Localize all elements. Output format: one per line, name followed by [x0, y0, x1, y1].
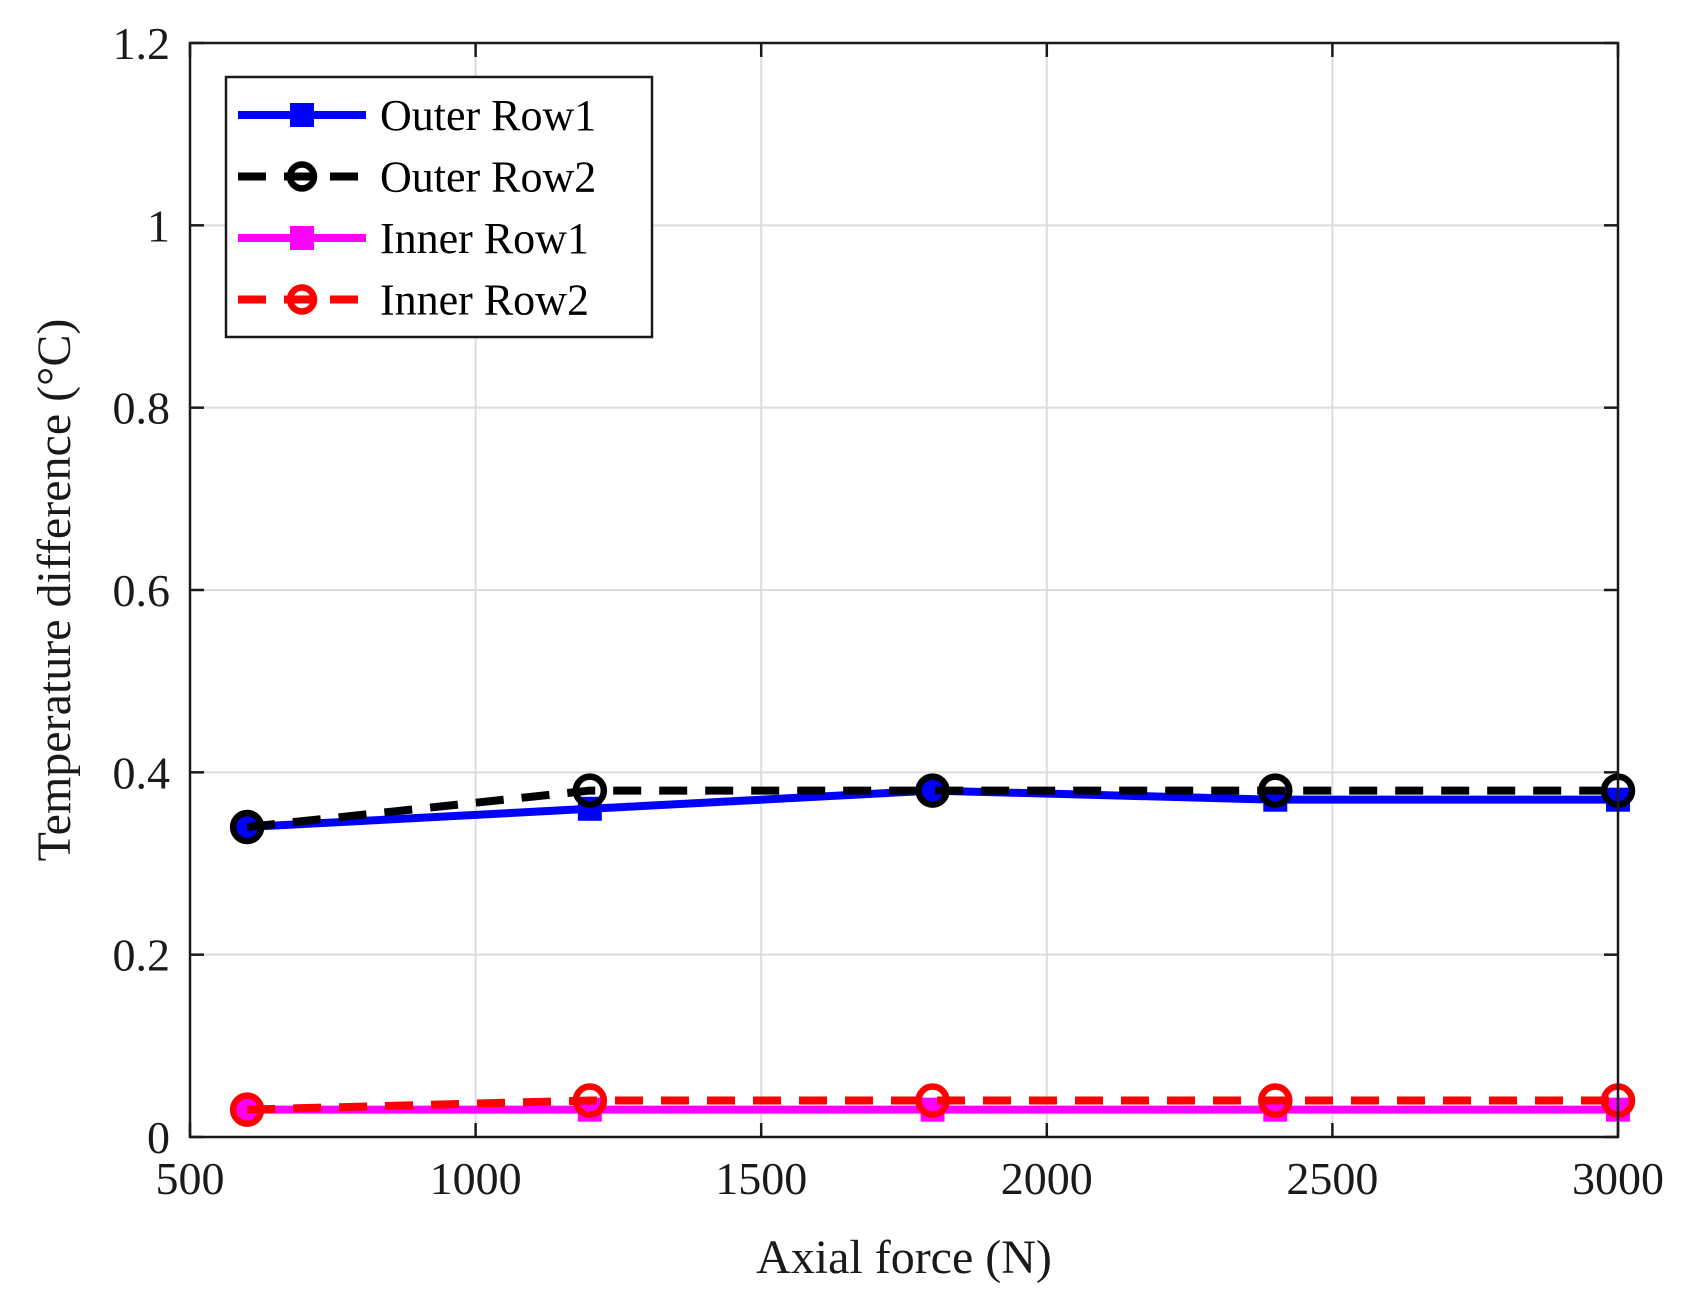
data-point [1258, 1083, 1293, 1118]
legend-marker [286, 284, 318, 315]
x-tick-label: 1500 [715, 1153, 807, 1204]
y-tick-label: 0 [147, 1112, 170, 1163]
grid [190, 43, 1618, 1137]
tick-labels: 500 1000 1500 2000 2500 3000 0 0.2 0.4 0.6 0.8 1 1.2 [113, 18, 1665, 1204]
y-tick-label: 1.2 [113, 18, 171, 69]
series-outer-row2 [229, 773, 1636, 845]
data-point [1258, 773, 1293, 808]
data-point [572, 1083, 608, 1118]
legend-marker [290, 103, 314, 127]
y-tick-label: 0.8 [113, 383, 171, 434]
legend-marker [290, 226, 314, 250]
series-group [229, 773, 1636, 1127]
legend-label: Inner Row2 [380, 276, 589, 325]
x-tick-label: 1000 [430, 1153, 522, 1204]
legend-label: Outer Row2 [380, 153, 596, 202]
legend-marker [286, 161, 318, 192]
x-axis-label: Axial force (N) [756, 1231, 1052, 1284]
x-tick-label: 500 [156, 1153, 225, 1204]
y-axis-label: Temperature difference (°C) [28, 319, 81, 862]
legend: Outer Row1 Outer Row2 Inner Row1 Inner Row2 [224, 75, 654, 339]
data-point [915, 1083, 950, 1118]
legend-label: Inner Row1 [380, 214, 589, 263]
x-tick-label: 2500 [1286, 1153, 1378, 1204]
y-tick-label: 1 [147, 200, 170, 251]
data-point [229, 809, 265, 845]
data-point [229, 1092, 265, 1127]
y-tick-label: 0.6 [113, 565, 171, 616]
y-tick-label: 0.4 [113, 747, 171, 798]
y-tick-label: 0.2 [113, 930, 171, 981]
legend-label: Outer Row1 [380, 91, 596, 140]
x-tick-label: 3000 [1572, 1153, 1664, 1204]
data-point [572, 773, 608, 808]
data-point [915, 773, 950, 808]
ticks [188, 41, 1620, 1139]
x-tick-label: 2000 [1001, 1153, 1093, 1204]
